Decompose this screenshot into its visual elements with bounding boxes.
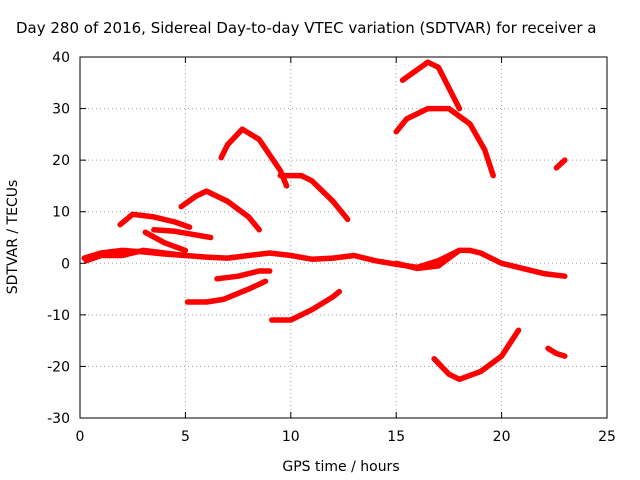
x-tick-label: 25 (598, 429, 616, 445)
y-tick-label: 0 (61, 256, 70, 272)
series-baseline-b (393, 247, 568, 279)
y-tick-label: 30 (52, 102, 70, 118)
series-track-neg11 (269, 288, 343, 323)
series-track-39 (399, 59, 463, 112)
y-tick-label: -20 (47, 359, 70, 375)
series-track-19 (553, 157, 568, 171)
series-track-neg22 (431, 327, 522, 383)
series-track-neg3 (214, 268, 273, 282)
y-axis-label: SDTVAR / TECUs (5, 180, 21, 295)
axis-ticks: 0 5 10 15 20 25 -30 -20 -10 0 10 20 30 40 (47, 50, 616, 445)
x-axis-label: GPS time / hours (282, 459, 399, 475)
series-baseline-c (83, 247, 189, 264)
y-tick-label: -30 (47, 411, 70, 427)
y-tick-label: 40 (52, 50, 70, 66)
series-track-26 (218, 126, 290, 189)
series-track-neg17 (545, 345, 568, 359)
series-track-6 (142, 229, 189, 254)
series-track-28 (393, 105, 496, 179)
x-tick-label: 5 (181, 429, 190, 445)
series-group (81, 59, 568, 383)
x-tick-label: 0 (76, 429, 85, 445)
x-tick-label: 20 (493, 429, 511, 445)
series-track-13 (178, 188, 262, 233)
y-tick-label: -10 (47, 308, 70, 324)
series-track-8 (117, 211, 193, 230)
x-tick-label: 15 (387, 429, 405, 445)
y-tick-label: 20 (52, 153, 70, 169)
series-track-neg7 (184, 278, 269, 305)
chart-title: Day 280 of 2016, Sidereal Day-to-day VTE… (16, 19, 597, 37)
x-tick-label: 10 (282, 429, 300, 445)
series-track-17 (277, 172, 351, 223)
y-tick-label: 10 (52, 205, 70, 221)
series-track-11 (151, 227, 214, 241)
plot-frame (79, 56, 608, 419)
